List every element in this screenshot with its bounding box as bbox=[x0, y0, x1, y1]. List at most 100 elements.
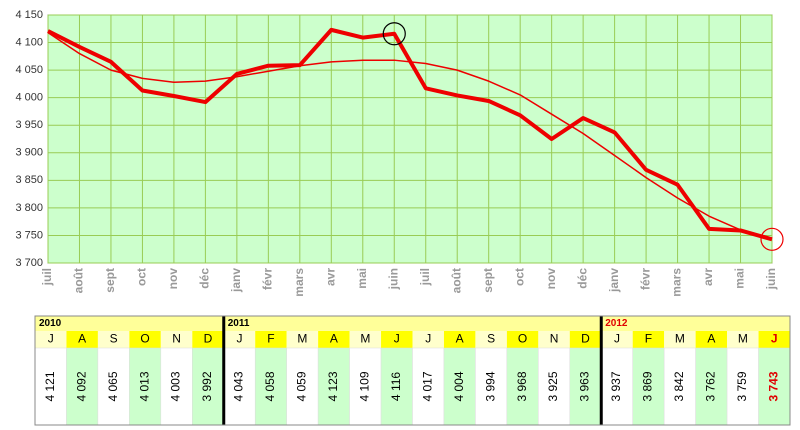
value-label: 3 743 bbox=[766, 371, 780, 401]
value-label: 3 963 bbox=[578, 371, 592, 401]
value-label: 4 043 bbox=[232, 371, 246, 401]
year-row bbox=[35, 316, 790, 331]
x-tick-label: janv bbox=[607, 268, 621, 293]
month-label: N bbox=[172, 332, 181, 346]
x-tick-label: sept bbox=[103, 268, 117, 293]
y-tick-label: 4 000 bbox=[15, 92, 43, 104]
value-label: 4 059 bbox=[295, 371, 309, 401]
x-tick-label: août bbox=[72, 268, 86, 293]
month-label: M bbox=[738, 332, 748, 346]
month-cell bbox=[97, 331, 130, 348]
year-label: 2011 bbox=[228, 318, 250, 329]
x-tick-label: sept bbox=[481, 268, 495, 293]
x-tick-label: mai bbox=[355, 268, 369, 289]
x-tick-label: juil bbox=[40, 268, 54, 286]
value-cell bbox=[601, 347, 633, 426]
value-cell bbox=[758, 347, 791, 426]
year-label: 2010 bbox=[39, 318, 62, 329]
value-cell bbox=[412, 347, 445, 426]
month-cell bbox=[286, 331, 319, 348]
x-tick-label: janv bbox=[229, 268, 243, 293]
value-label: 4 017 bbox=[420, 371, 434, 401]
month-cell bbox=[381, 331, 413, 348]
value-label: 4 092 bbox=[74, 371, 88, 401]
month-cell bbox=[538, 331, 570, 348]
x-tick-label: avr bbox=[323, 268, 337, 286]
y-tick-label: 3 800 bbox=[15, 202, 43, 214]
month-label: A bbox=[78, 332, 86, 346]
month-label: J bbox=[48, 332, 54, 346]
value-label: 3 842 bbox=[672, 371, 686, 401]
month-label: M bbox=[360, 332, 370, 346]
x-tick-label: mai bbox=[733, 268, 747, 289]
value-cell bbox=[475, 347, 508, 426]
x-tick-label: févr bbox=[638, 268, 652, 290]
value-label: 4 004 bbox=[452, 371, 466, 401]
y-tick-label: 3 700 bbox=[15, 257, 43, 269]
x-tick-label: nov bbox=[166, 268, 180, 290]
value-label: 4 109 bbox=[357, 371, 371, 401]
x-tick-label: déc bbox=[198, 268, 212, 289]
y-tick-label: 4 100 bbox=[15, 36, 43, 48]
month-cell bbox=[569, 331, 602, 348]
value-label: 4 065 bbox=[106, 371, 120, 401]
x-tick-label: oct bbox=[512, 268, 526, 286]
value-label: 4 123 bbox=[326, 371, 340, 401]
y-tick-label: 3 950 bbox=[15, 119, 43, 131]
value-label: 3 925 bbox=[546, 371, 560, 401]
month-cell bbox=[160, 331, 193, 348]
month-cell bbox=[66, 331, 98, 348]
month-label: S bbox=[487, 332, 495, 346]
month-label: D bbox=[581, 332, 590, 346]
value-cell bbox=[129, 347, 162, 426]
x-tick-label: oct bbox=[135, 268, 149, 286]
x-tick-label: mars bbox=[292, 268, 306, 297]
value-cell bbox=[663, 347, 696, 426]
month-label: A bbox=[456, 332, 464, 346]
value-label: 4 116 bbox=[389, 372, 403, 401]
value-label: 3 762 bbox=[704, 371, 718, 401]
month-label: A bbox=[330, 332, 338, 346]
x-tick-label: juin bbox=[764, 268, 778, 290]
x-tick-label: juin bbox=[386, 268, 400, 290]
month-label: J bbox=[394, 332, 400, 346]
x-tick-label: juil bbox=[418, 268, 432, 286]
y-tick-label: 4 050 bbox=[15, 64, 43, 76]
x-tick-label: mars bbox=[670, 268, 684, 297]
y-tick-label: 3 750 bbox=[15, 229, 43, 241]
month-cell bbox=[129, 331, 161, 348]
month-cell bbox=[506, 331, 539, 348]
month-label: J bbox=[425, 332, 431, 346]
month-cell bbox=[192, 331, 224, 348]
y-tick-label: 3 850 bbox=[15, 174, 43, 186]
month-cell bbox=[318, 331, 350, 348]
year-label: 2012 bbox=[605, 318, 628, 329]
month-label: J bbox=[236, 332, 242, 346]
value-cell bbox=[254, 347, 287, 426]
month-cell bbox=[758, 331, 790, 348]
month-label: F bbox=[267, 332, 274, 346]
value-label: 3 937 bbox=[609, 371, 623, 401]
value-label: 3 968 bbox=[515, 371, 529, 401]
value-label: 4 013 bbox=[137, 371, 151, 401]
y-tick-label: 3 900 bbox=[15, 147, 43, 159]
value-cell bbox=[695, 347, 728, 426]
month-cell bbox=[664, 331, 696, 348]
value-cell bbox=[223, 347, 256, 426]
month-cell bbox=[255, 331, 287, 348]
value-cell bbox=[317, 347, 350, 426]
highlight-circle bbox=[382, 22, 406, 46]
month-cell bbox=[223, 331, 256, 348]
month-cell bbox=[727, 331, 759, 348]
value-cell bbox=[726, 347, 759, 426]
value-label: 4 003 bbox=[169, 371, 183, 401]
x-tick-label: août bbox=[449, 268, 463, 293]
value-label: 4 121 bbox=[43, 371, 57, 401]
x-tick-label: déc bbox=[575, 268, 589, 289]
value-cell bbox=[569, 347, 602, 426]
month-label: D bbox=[204, 332, 213, 346]
plot-area bbox=[47, 14, 773, 264]
value-label: 3 992 bbox=[200, 371, 214, 401]
month-cell bbox=[601, 331, 633, 348]
